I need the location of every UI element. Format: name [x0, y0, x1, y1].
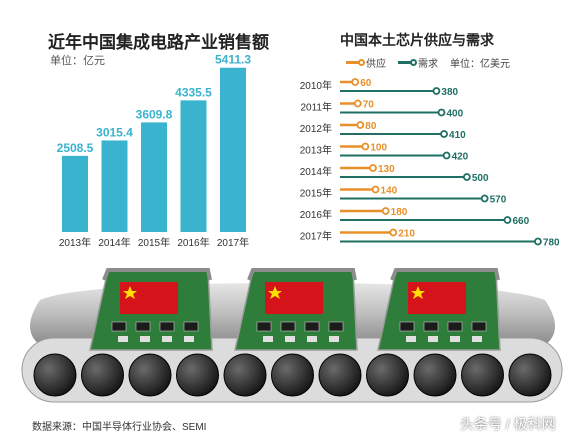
demand-value-3: 420	[452, 152, 469, 163]
watermark-brand: 头条号 / 极科网	[460, 416, 556, 432]
circuit-board-2	[377, 268, 501, 351]
circuit-board-0	[89, 268, 213, 351]
year-label-3: 2013年	[300, 144, 332, 157]
supply-value-1: 70	[363, 100, 375, 111]
demand-legend-label: 需求	[418, 59, 438, 70]
demand-value-1: 400	[447, 109, 464, 120]
year-label-4: 2014年	[300, 165, 332, 178]
bar-category-label-2: 2015年	[138, 236, 170, 249]
roller-10	[508, 353, 552, 397]
demand-dot-7	[534, 237, 542, 246]
roller-7	[366, 353, 409, 397]
supply-value-4: 130	[378, 164, 395, 175]
demand-dot-2	[440, 130, 448, 138]
supply-value-2: 80	[365, 121, 377, 132]
bar-0	[62, 155, 88, 232]
year-label-0: 2010年	[300, 79, 332, 92]
roller-8	[413, 353, 457, 397]
bar-2	[141, 122, 167, 232]
year-label-6: 2016年	[300, 208, 332, 221]
roller-0	[33, 353, 77, 397]
supply-legend-marker	[346, 59, 365, 66]
bar-value-label-0: 2508.5	[57, 141, 94, 155]
flag-star-0	[123, 286, 137, 299]
bar-category-label-1: 2014年	[98, 236, 130, 249]
supply-dot-7	[389, 228, 398, 237]
lollipop-legend: 供应 需求 单位：亿美元	[346, 55, 510, 70]
bar-value-label-4: 5411.3	[215, 53, 251, 67]
supply-value-7: 210	[398, 229, 415, 240]
flag-0	[120, 282, 178, 314]
demand-value-2: 410	[449, 130, 466, 141]
supply-value-0: 60	[360, 78, 372, 89]
roller-3	[176, 353, 219, 397]
lollipop-unit: 单位：亿美元	[450, 59, 510, 70]
conveyor-illustration	[21, 268, 563, 403]
demand-dot-0	[432, 87, 441, 95]
roller-1	[81, 353, 124, 397]
roller-4	[223, 353, 267, 397]
demand-dot-4	[462, 173, 471, 181]
supply-value-3: 100	[370, 143, 387, 154]
bar-chart-title: 近年中国集成电路产业销售额	[48, 33, 269, 52]
roller-2	[128, 353, 172, 397]
demand-value-5: 570	[490, 195, 507, 206]
demand-dot-3	[442, 151, 451, 160]
bar-category-label-4: 2017年	[217, 236, 249, 249]
demand-value-0: 380	[441, 87, 458, 98]
demand-dot-6	[503, 216, 512, 224]
flag-star-2	[411, 286, 425, 299]
demand-dot-5	[480, 194, 489, 203]
bar-4	[220, 67, 246, 232]
supply-value-6: 180	[391, 207, 408, 218]
roller-5	[271, 353, 314, 397]
bar-value-label-2: 3609.8	[136, 107, 173, 121]
roller-9	[461, 353, 504, 397]
demand-value-6: 660	[512, 216, 529, 227]
lollipop-chart-title: 中国本土芯片供应与需求	[340, 32, 494, 48]
demand-dot-1	[437, 108, 446, 117]
bar-value-label-3: 4335.5	[175, 85, 212, 99]
demand-value-4: 500	[472, 173, 489, 184]
supply-dot-0	[351, 78, 360, 86]
year-label-1: 2011年	[300, 101, 332, 114]
bar-category-label-3: 2016年	[177, 236, 209, 249]
supply-dot-2	[356, 121, 365, 129]
roller-6	[318, 353, 362, 397]
supply-dot-5	[371, 185, 380, 194]
year-label-5: 2015年	[300, 187, 332, 200]
supply-dot-1	[353, 99, 362, 108]
supply-legend-label: 供应	[366, 59, 386, 70]
supply-dot-4	[369, 164, 377, 172]
year-label-7: 2017年	[300, 230, 332, 243]
bar-3	[180, 100, 207, 233]
bar-chart-unit: 单位：亿元	[50, 55, 105, 67]
flag-1	[265, 282, 323, 314]
data-source-note: 数据来源：中国半导体行业协会、SEMI	[32, 422, 207, 433]
lollipop-chart: 2010年 60 380 2011年 70 400 2012年 80 410 2013年 100 42…	[300, 78, 560, 249]
bar-chart: 2508.5 2013年 3015.4 2014年 3609.8 2015年 4335.5 2…	[57, 53, 252, 249]
supply-dot-6	[381, 207, 390, 215]
flag-star-1	[268, 286, 282, 299]
supply-value-5: 140	[381, 186, 398, 197]
demand-legend-marker	[398, 59, 417, 66]
bar-category-label-0: 2013年	[59, 236, 91, 249]
circuit-board-1	[234, 268, 358, 351]
flag-2	[408, 282, 466, 314]
demand-value-7: 780	[543, 238, 560, 249]
year-label-2: 2012年	[300, 122, 332, 135]
bar-value-label-1: 3015.4	[96, 125, 133, 139]
supply-dot-3	[361, 142, 370, 151]
bar-1	[101, 140, 128, 232]
